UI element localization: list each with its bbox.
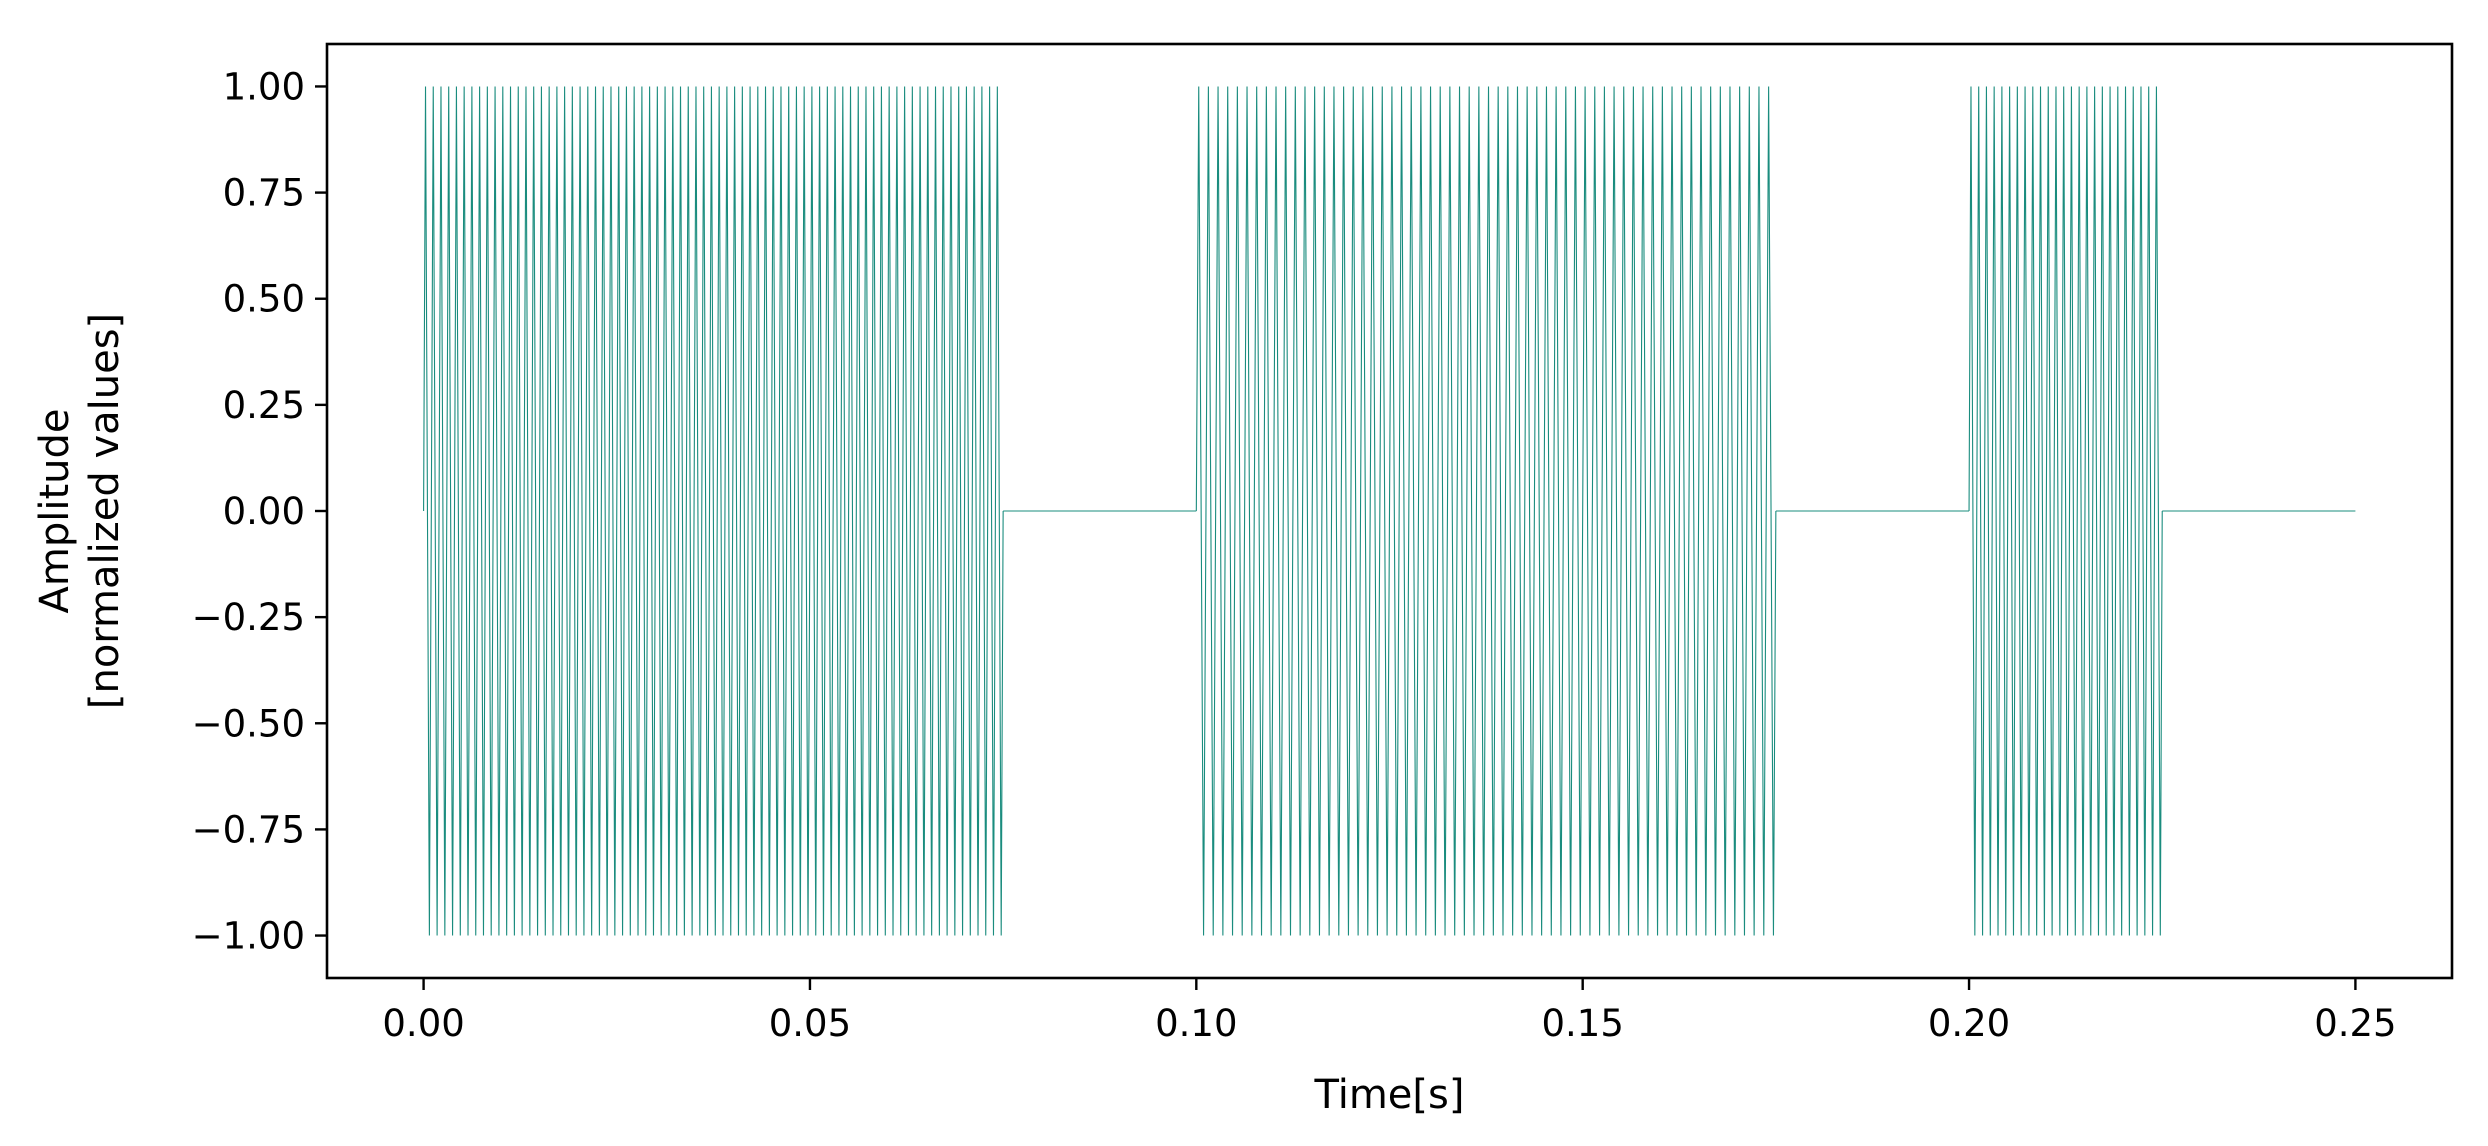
y-tick-label: −1.00 xyxy=(192,915,305,958)
y-tick-label: 0.75 xyxy=(223,172,305,215)
y-axis: 1.00 0.75 0.50 0.25 0.00 −0.25 −0.50 −0.75 −1.00 xyxy=(192,65,327,958)
y-axis-label-line-2: [normalized values] xyxy=(82,313,128,709)
x-axis-label: Time[s] xyxy=(1314,1072,1465,1118)
x-tick-label: 0.10 xyxy=(1155,1002,1237,1045)
y-axis-label-line-1: Amplitude xyxy=(32,409,78,614)
x-tick-label: 0.25 xyxy=(2314,1002,2396,1045)
y-tick-label: −0.50 xyxy=(192,702,305,745)
tone-burst-line xyxy=(1968,86,2163,936)
x-tick-label: 0.20 xyxy=(1928,1002,2010,1045)
tone-burst-line xyxy=(1195,86,1777,936)
y-tick-label: 0.50 xyxy=(223,278,305,321)
y-tick-label: −0.25 xyxy=(192,596,305,639)
series-layer xyxy=(423,86,2356,936)
x-axis: 0.00 0.05 0.10 0.15 0.20 0.25 xyxy=(382,978,2397,1045)
y-tick-label: 1.00 xyxy=(223,65,305,108)
y-tick-label: 0.00 xyxy=(223,490,305,533)
tone-burst-line xyxy=(423,86,1004,936)
y-tick-label: 0.25 xyxy=(223,384,305,427)
x-tick-label: 0.05 xyxy=(769,1002,851,1045)
y-tick-label: −0.75 xyxy=(192,808,305,851)
x-tick-label: 0.00 xyxy=(382,1002,464,1045)
x-tick-label: 0.15 xyxy=(1541,1002,1623,1045)
